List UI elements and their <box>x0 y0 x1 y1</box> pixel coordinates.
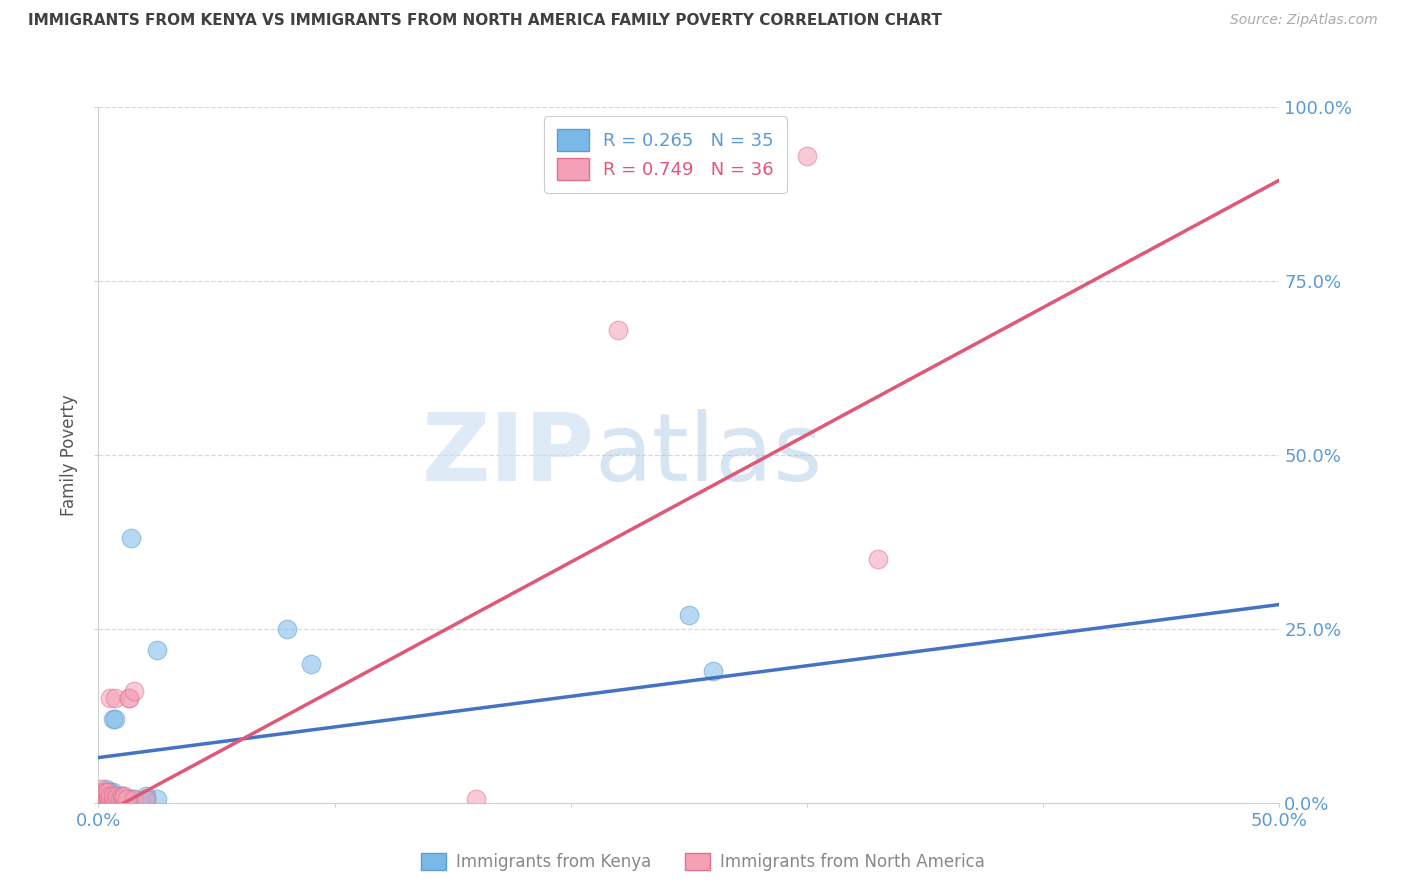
Legend: Immigrants from Kenya, Immigrants from North America: Immigrants from Kenya, Immigrants from N… <box>413 845 993 880</box>
Point <box>122 684 145 698</box>
Point <box>108 792 131 806</box>
Point <box>118 691 141 706</box>
Point <box>104 712 127 726</box>
Point <box>98 785 121 799</box>
Point <box>121 532 143 546</box>
Point <box>91 789 114 803</box>
Text: atlas: atlas <box>595 409 823 501</box>
Point <box>122 792 145 806</box>
Point <box>104 691 127 706</box>
Point <box>90 792 112 806</box>
Point <box>122 792 145 806</box>
Text: Source: ZipAtlas.com: Source: ZipAtlas.com <box>1230 13 1378 28</box>
Text: IMMIGRANTS FROM KENYA VS IMMIGRANTS FROM NORTH AMERICA FAMILY POVERTY CORRELATIO: IMMIGRANTS FROM KENYA VS IMMIGRANTS FROM… <box>28 13 942 29</box>
Point <box>94 792 117 806</box>
Point <box>101 789 124 803</box>
Point <box>98 789 121 803</box>
Point <box>112 789 135 803</box>
Point <box>97 789 120 803</box>
Point <box>98 792 121 806</box>
Legend: R = 0.265   N = 35, R = 0.749   N = 36: R = 0.265 N = 35, R = 0.749 N = 36 <box>544 116 787 193</box>
Point <box>91 785 114 799</box>
Point <box>465 792 488 806</box>
Point <box>90 789 112 803</box>
Point <box>146 792 169 806</box>
Point <box>94 792 117 806</box>
Point <box>276 622 298 636</box>
Point <box>111 789 134 803</box>
Point <box>118 691 141 706</box>
Point <box>101 712 124 726</box>
Y-axis label: Family Poverty: Family Poverty <box>60 394 79 516</box>
Point <box>105 789 128 803</box>
Point <box>97 792 120 806</box>
Point <box>111 789 134 803</box>
Point <box>108 792 131 806</box>
Point <box>105 792 128 806</box>
Point <box>135 792 157 806</box>
Point <box>104 792 127 806</box>
Point <box>91 792 114 806</box>
Point <box>135 789 157 803</box>
Point <box>101 785 124 799</box>
Point <box>97 785 120 799</box>
Point <box>98 792 121 806</box>
Point <box>105 792 128 806</box>
Point <box>94 781 117 796</box>
Point <box>115 792 138 806</box>
Point <box>866 552 889 566</box>
Point <box>111 792 134 806</box>
Point <box>702 664 724 678</box>
Point <box>104 792 127 806</box>
Point <box>135 792 157 806</box>
Point <box>91 792 114 806</box>
Text: ZIP: ZIP <box>422 409 595 501</box>
Point <box>98 691 121 706</box>
Point <box>97 789 120 803</box>
Point <box>97 792 120 806</box>
Point <box>118 792 141 806</box>
Point <box>105 789 128 803</box>
Point <box>146 642 169 657</box>
Point <box>607 323 630 337</box>
Point <box>796 149 818 163</box>
Point <box>90 781 112 796</box>
Point <box>90 789 112 803</box>
Point <box>90 792 112 806</box>
Point <box>112 792 135 806</box>
Point <box>94 785 117 799</box>
Point <box>91 789 114 803</box>
Point <box>112 792 135 806</box>
Point <box>94 789 117 803</box>
Point <box>299 657 322 671</box>
Point <box>111 792 134 806</box>
Point <box>101 792 124 806</box>
Point <box>98 789 121 803</box>
Point <box>94 785 117 799</box>
Point <box>97 785 120 799</box>
Point <box>121 792 143 806</box>
Point <box>678 607 700 622</box>
